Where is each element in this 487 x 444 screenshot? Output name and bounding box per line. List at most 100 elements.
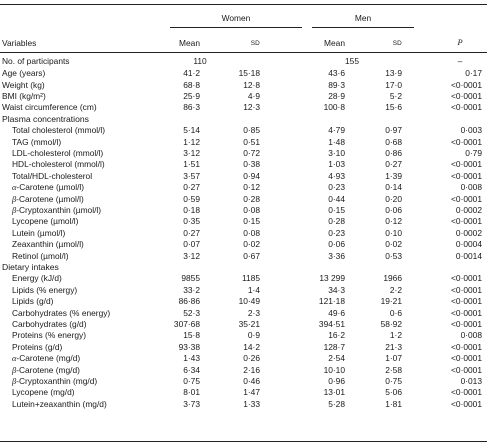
header-women-sd: SD [250,40,260,47]
row-label-text: Carbohydrates (g/d) [12,319,87,329]
cell-wm: 3·57 [183,170,200,181]
cell-wsd: 0·26 [243,353,260,364]
row-label: Age (years) [2,68,45,78]
row-label-text: -Carotene (mg/d) [16,353,81,364]
cell-wsd: 0·28 [243,193,260,204]
row-label: Lipids (g/d) [12,296,53,306]
header-variables: Variables [2,38,37,48]
row-label-text: -Carotene (µmol/l) [16,182,85,193]
cell-wm: 307·68 [173,319,200,329]
row-label: Carbohydrates (% energy) [12,308,110,318]
participants-men: 155 [345,56,359,66]
cell-mm: 0·15 [328,205,345,215]
row-label-text: BMI (kg/m²) [2,91,46,101]
row-label: β-Cryptoxanthin (mg/d) [12,376,97,387]
header-p: P [457,38,463,47]
cell-wm: 1·12 [183,136,200,147]
bottom-rule [0,441,487,442]
row-label: Lutein (µmol/l) [12,228,65,238]
cell-mm: 394·51 [318,319,345,329]
cell-msd: 1966 [383,273,402,284]
row-label-text: Proteins (g/d) [12,341,63,352]
cell-msd: 1·2 [389,330,402,341]
cell-wm: 3·12 [183,148,200,158]
cell-mm: 0·06 [328,239,345,250]
greek-prefix: β [12,377,17,386]
cell-wm: 0·75 [183,376,200,386]
cell-wm: 68·8 [183,79,200,90]
cell-mm: 2·54 [328,353,345,364]
row-label-text: Carbohydrates (% energy) [12,307,111,318]
row-label-text: Weight (kg) [2,79,45,90]
row-label-text: Waist circumference (cm) [2,102,97,113]
cell-msd: 0·27 [385,159,402,170]
cell-p: <0·0001 [451,136,482,147]
cell-mm: 4·93 [328,170,345,181]
cell-msd: 19·21 [380,296,402,307]
row-label-text: LDL-cholesterol (mmol/l) [12,148,104,158]
header-men-sd: SD [392,40,402,47]
cell-p: <0·0001 [451,102,482,113]
cell-wsd: 1·47 [243,387,260,398]
row-label-text: Lutein (µmol/l) [12,227,66,238]
greek-prefix: α [12,354,17,364]
cell-p: <0·0001 [451,159,482,170]
header-rule [0,52,487,53]
cell-msd: 0·02 [385,239,402,250]
cell-msd: 0·10 [385,227,402,238]
cell-p: 0·17 [465,68,482,79]
row-label-text: Plasma concentrations [2,113,89,124]
cell-mm: 13·01 [323,387,345,398]
greek-prefix: β [12,194,17,204]
cell-wsd: 0·9 [247,330,260,341]
cell-wsd: 1·4 [247,284,260,295]
cell-p: 0·0004 [455,239,482,250]
group-heading: Plasma concentrations [2,114,89,124]
row-label: Proteins (% energy) [12,330,86,340]
cell-msd: 17·0 [385,79,402,90]
row-label: Total/HDL-cholesterol [12,171,92,181]
cell-p: <0·0001 [451,387,482,398]
row-label: α-Carotene (µmol/l) [12,182,84,193]
row-label-text: Energy (kJ/d) [12,273,62,284]
cell-wsd: 0·67 [243,250,260,261]
cell-msd: 5·2 [389,91,402,101]
cell-p: <0·0001 [451,398,482,409]
cell-mm: 100·8 [323,102,345,113]
cell-msd: 15·6 [385,102,402,113]
cell-mm: 5·28 [328,398,345,409]
cell-wm: 33·2 [183,284,200,295]
cell-wm: 86·3 [183,102,200,113]
cell-wsd: 0·08 [243,227,260,238]
cell-wm: 15·8 [183,330,200,341]
cell-mm: 0·23 [328,227,345,238]
row-label-text: Total/HDL-cholesterol [12,170,93,181]
row-label-text: -Cryptoxanthin (µmol/l) [16,205,102,215]
cell-msd: 0·86 [385,148,402,158]
cell-msd: 2·2 [389,284,402,295]
row-label: β-Cryptoxanthin (µmol/l) [12,205,101,216]
cell-p: <0·0001 [451,296,482,307]
cell-mm: 4·79 [328,125,345,136]
cell-p: <0·0001 [451,341,482,352]
cell-p: <0·0001 [451,284,482,295]
cell-wsd: 12·8 [243,79,260,90]
cell-wsd: 0·15 [243,216,260,227]
row-label-text: Lutein+zeaxanthin (mg/d) [12,398,107,409]
row-label: Retinol (µmol/l) [12,251,68,261]
cell-mm: 28·9 [328,91,345,101]
cell-wm: 3·73 [183,398,200,409]
row-label: β-Carotene (mg/d) [12,365,80,376]
row-label: Zeaxanthin (µmol/l) [12,239,84,249]
row-label: Total cholesterol (mmol/l) [12,125,105,135]
cell-wsd: 0·51 [243,136,260,147]
cell-wm: 5·14 [183,125,200,136]
cell-p: <0·0001 [451,273,482,284]
cell-p: <0·0001 [451,79,482,90]
greek-prefix: β [12,365,17,375]
row-label: HDL-cholesterol (mmol/l) [12,159,105,169]
cell-p: 0·013 [460,376,482,386]
row-label: Energy (kJ/d) [12,273,62,283]
cell-p: 0·79 [465,148,482,158]
